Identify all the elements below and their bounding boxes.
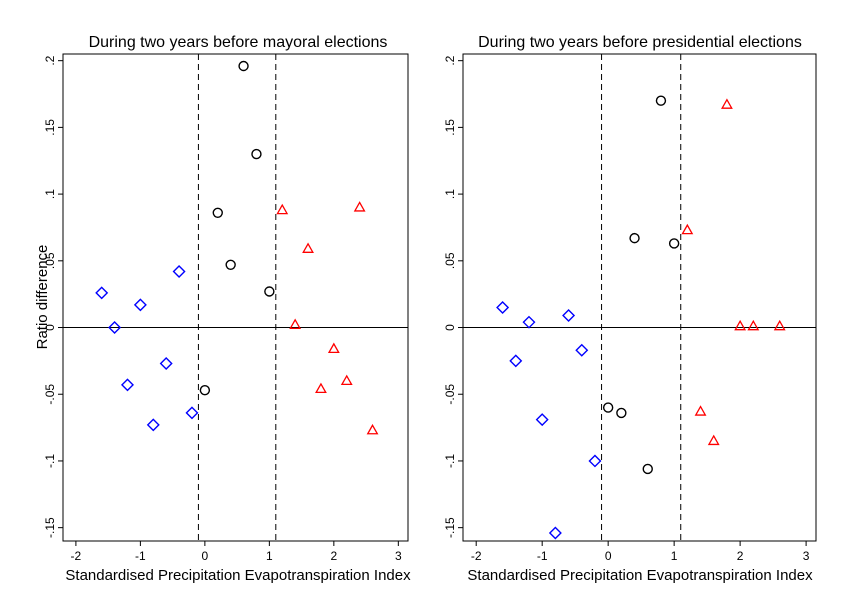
- y-tick-label: -.05: [443, 384, 457, 405]
- data-point-triangle: [707, 434, 720, 446]
- data-point-triangle: [366, 423, 379, 435]
- data-point-diamond: [108, 321, 122, 335]
- x-tick-label: 3: [395, 549, 402, 563]
- y-tick-label: .1: [443, 189, 457, 199]
- data-point-circle: [199, 385, 211, 396]
- data-points: [95, 60, 379, 435]
- data-point-diamond: [146, 418, 160, 432]
- data-point-circle: [225, 259, 236, 271]
- y-tick-label: .05: [443, 252, 457, 269]
- data-point-circle: [616, 407, 627, 419]
- y-tick-label: -.15: [443, 517, 457, 538]
- y-tick-label: .15: [43, 119, 57, 136]
- x-tick-label: -2: [71, 549, 82, 563]
- x-tick-label: 1: [266, 549, 273, 563]
- x-axis-label: Standardised Precipitation Evapotranspir…: [65, 567, 411, 584]
- data-point-circle: [212, 207, 223, 218]
- plot-frame: [462, 53, 817, 542]
- data-point-triangle: [302, 242, 314, 253]
- y-tick-label: -.15: [43, 517, 57, 538]
- data-point-diamond: [535, 413, 549, 427]
- data-point-triangle: [681, 223, 694, 235]
- data-point-diamond: [562, 309, 576, 323]
- y-tick-label: 0: [443, 324, 457, 331]
- data-point-circle: [629, 232, 640, 244]
- x-tick-label: 2: [737, 549, 744, 563]
- data-point-triangle: [734, 319, 747, 331]
- data-point-triangle: [289, 318, 302, 330]
- data-point-circle: [655, 95, 667, 106]
- data-point-triangle: [276, 203, 289, 215]
- data-point-circle: [251, 148, 262, 160]
- data-point-circle: [602, 402, 614, 413]
- x-axis-label: Standardised Precipitation Evapotranspir…: [467, 567, 813, 584]
- x-tick-label: 0: [202, 549, 209, 563]
- data-point-triangle: [773, 319, 786, 331]
- data-point-diamond: [588, 454, 602, 468]
- data-point-diamond: [120, 378, 134, 392]
- y-tick-label: -.05: [43, 384, 57, 405]
- data-point-circle: [238, 60, 249, 72]
- data-point-diamond: [159, 357, 173, 371]
- y-tick-label: .2: [43, 55, 57, 65]
- x-tick-label: 2: [330, 549, 337, 563]
- data-point-diamond: [185, 406, 199, 420]
- data-point-triangle: [315, 382, 327, 394]
- y-axis-label: Ratio difference: [34, 245, 51, 350]
- data-point-diamond: [95, 286, 109, 300]
- y-tick-label: .05: [43, 252, 57, 269]
- data-point-triangle: [340, 374, 353, 386]
- data-point-triangle: [721, 98, 733, 109]
- data-point-diamond: [133, 298, 147, 312]
- data-point-diamond: [575, 343, 589, 357]
- y-axis: .2 .15 .1 .05 0 -.05 -.1 -.15: [43, 55, 63, 538]
- data-point-diamond: [496, 301, 510, 314]
- y-tick-label: 0: [43, 324, 57, 331]
- y-tick-label: .2: [443, 55, 457, 65]
- data-point-circle: [264, 286, 275, 297]
- x-tick-label: 0: [605, 549, 612, 563]
- x-tick-label: -1: [135, 549, 146, 563]
- x-tick-label: -2: [471, 549, 482, 563]
- x-axis: -2 -1 0 1 2 3: [71, 541, 402, 563]
- data-point-triangle: [353, 201, 366, 212]
- x-tick-label: 1: [671, 549, 678, 563]
- data-point-diamond: [548, 526, 562, 540]
- panel-presidential: During two years before presidential ele…: [443, 34, 817, 584]
- data-point-diamond: [509, 354, 523, 368]
- y-tick-label: .15: [443, 119, 457, 136]
- data-point-triangle: [327, 342, 340, 354]
- data-point-triangle: [747, 319, 760, 331]
- y-axis: .2 .15 .1 .05 0 -.05 -.1 -.15: [443, 55, 463, 538]
- data-point-circle: [668, 238, 680, 249]
- data-point-circle: [642, 463, 653, 475]
- data-point-triangle: [694, 405, 707, 416]
- y-tick-label: .1: [43, 189, 57, 199]
- plot-frame: [62, 53, 409, 542]
- panel-title: During two years before mayoral election…: [89, 34, 388, 51]
- y-tick-label: -.1: [43, 454, 57, 468]
- data-points: [496, 95, 786, 540]
- data-point-diamond: [522, 315, 536, 329]
- panel-title: During two years before presidential ele…: [478, 34, 802, 51]
- y-tick-label: -.1: [443, 454, 457, 468]
- panel-mayoral: During two years before mayoral election…: [34, 34, 411, 584]
- x-axis: -2 -1 0 1 2 3: [471, 541, 810, 563]
- x-tick-label: 3: [803, 549, 810, 563]
- data-point-diamond: [172, 264, 186, 278]
- x-tick-label: -1: [537, 549, 548, 563]
